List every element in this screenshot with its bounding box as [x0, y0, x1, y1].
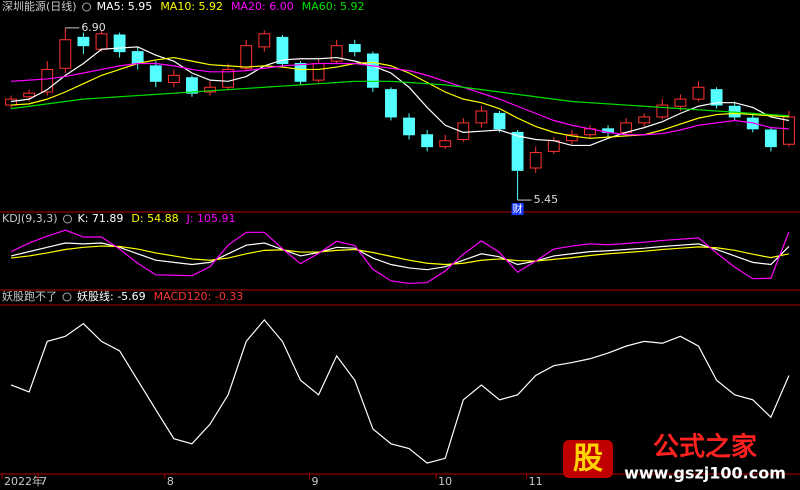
legend-entry: MA20: 6.00: [231, 0, 294, 13]
settings-icon: [82, 2, 92, 12]
legend-entry: MA5: 5.95: [97, 0, 153, 13]
candle-body: [493, 112, 506, 130]
candle-body: [511, 131, 524, 171]
logo: 股: [573, 442, 603, 477]
legend-entry: MA60: 5.92: [302, 0, 365, 13]
logo-box: [563, 440, 613, 478]
legend-entry: 妖股线: -5.69: [77, 289, 146, 303]
candle-body: [5, 98, 17, 106]
candle-body: [764, 129, 777, 148]
x-tick-label: 8: [167, 475, 174, 488]
watermark: 股 公式之家 www.gszj100.com: [563, 432, 786, 483]
max-label: 6.90: [81, 21, 106, 34]
legend-entry: D: 54.88: [131, 212, 178, 225]
series-line: [10, 80, 789, 117]
candle-body: [167, 74, 180, 83]
candle-body: [222, 68, 235, 88]
candle-body: [529, 152, 542, 169]
candle-body: [403, 117, 415, 136]
candle-body: [258, 33, 271, 48]
candle-body: [312, 63, 325, 81]
candle-body: [674, 98, 687, 107]
min-label: 5.45: [534, 193, 559, 206]
x-tick-label: 11: [529, 475, 543, 488]
candle-body: [186, 77, 198, 94]
x-tick-label: 10: [438, 475, 452, 488]
series-line: [11, 62, 789, 136]
candle-body: [204, 86, 216, 93]
candle-body: [710, 89, 723, 106]
candle-body: [276, 36, 289, 64]
candle-body: [149, 65, 162, 82]
event-marker: 财: [513, 203, 523, 216]
candle-body: [240, 45, 253, 69]
series-line: [10, 229, 790, 285]
candle-body: [366, 53, 379, 88]
site-name: 公式之家: [653, 432, 757, 463]
candle-body: [475, 110, 488, 124]
panel-title: 妖股跑不了: [2, 289, 57, 303]
candle-body: [348, 44, 361, 53]
candle-body: [23, 92, 36, 98]
legend-entry: J: 105.91: [186, 212, 236, 225]
series-line: [10, 242, 790, 271]
event-box: [511, 203, 524, 216]
settings-icon: [62, 292, 72, 302]
series-line: [10, 245, 790, 266]
candle-body: [565, 134, 578, 142]
candle-body: [457, 122, 470, 140]
series-line: [10, 318, 790, 464]
settings-icon: [63, 214, 72, 224]
candle-body: [294, 63, 307, 82]
panel-title: KDJ(9,3,3): [2, 212, 58, 225]
candle-body: [385, 89, 397, 118]
candle-body: [692, 86, 705, 100]
candle-body: [131, 51, 144, 64]
legend-entry: MACD120: -0.33: [154, 290, 244, 303]
x-tick-label: 9: [312, 475, 319, 488]
candle-body: [330, 45, 343, 62]
legend-entry: K: 71.89: [78, 212, 124, 225]
candle-body: [77, 36, 90, 47]
candle-body: [421, 134, 434, 148]
x-tick-label: 7: [40, 475, 47, 488]
candle-body: [656, 104, 669, 118]
series-line: [10, 46, 790, 147]
candle-body: [439, 140, 452, 148]
legend-entry: MA10: 5.92: [160, 0, 223, 13]
candle-body: [783, 116, 795, 145]
candle-body: [41, 68, 54, 93]
site-url: www.gszj100.com: [624, 464, 786, 483]
panel-title: 深圳能源(日线): [2, 0, 77, 13]
x-tick-label: 2022年: [4, 474, 43, 488]
candle-body: [95, 33, 108, 50]
candle-body: [113, 34, 126, 53]
candle-body: [638, 116, 651, 124]
candle-body: [59, 39, 72, 69]
